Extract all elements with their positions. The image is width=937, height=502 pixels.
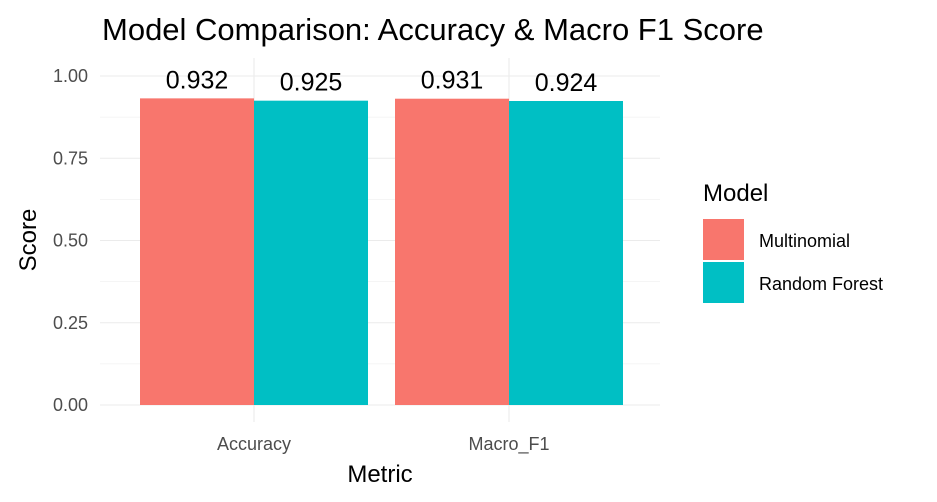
legend-label: Multinomial: [759, 231, 850, 251]
bars: [140, 98, 623, 406]
bar-random-forest-accuracy: [254, 100, 368, 406]
x-axis: Accuracy Macro_F1: [217, 434, 550, 455]
y-tick-label: 0.00: [53, 395, 88, 415]
data-labels: 0.932 0.931 0.925 0.924: [166, 66, 598, 97]
legend: Model Multinomial Random Forest: [703, 180, 883, 303]
legend-key-random-forest: [703, 262, 744, 303]
bar-random-forest-macro_f1: [509, 101, 623, 405]
legend-key-multinomial: [703, 219, 744, 260]
y-tick-label: 1.00: [53, 66, 88, 86]
y-tick-label: 0.25: [53, 313, 88, 333]
chart-title: Model Comparison: Accuracy & Macro F1 Sc…: [102, 12, 764, 47]
x-tick-label: Accuracy: [217, 434, 291, 454]
x-axis-title: Metric: [347, 461, 412, 488]
y-axis: 0.00 0.25 0.50 0.75 1.00: [53, 66, 88, 415]
y-tick-label: 0.50: [53, 231, 88, 251]
data-label: 0.924: [535, 69, 598, 97]
data-label: 0.932: [166, 66, 229, 94]
legend-label: Random Forest: [759, 274, 883, 294]
y-tick-label: 0.75: [53, 148, 88, 168]
bar-multinomial-macro_f1: [395, 98, 509, 406]
x-tick-label: Macro_F1: [468, 434, 549, 455]
y-axis-title: Score: [15, 209, 42, 272]
legend-title: Model: [703, 180, 768, 207]
bar-multinomial-accuracy: [140, 98, 254, 405]
data-label: 0.925: [280, 69, 343, 97]
data-label: 0.931: [421, 67, 484, 95]
